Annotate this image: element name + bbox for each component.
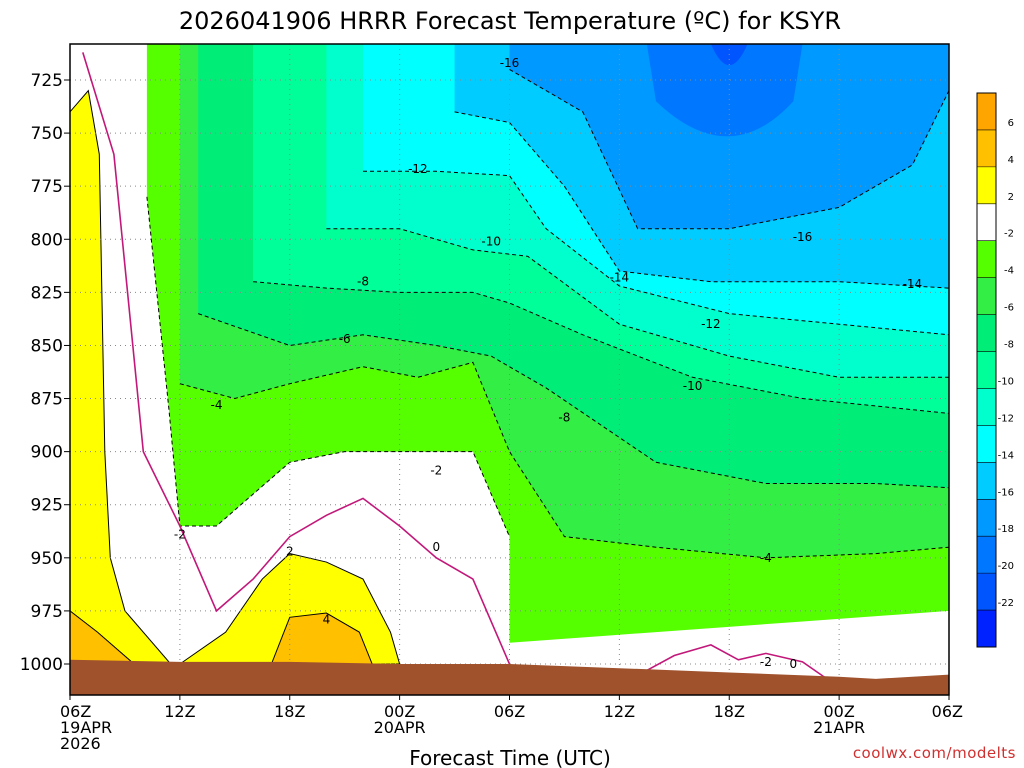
contour-labels: -2 -2 -4 -4 -6 -8 -8 -10 -10 -12 -12 -14 -14 -16 -16 2 4… (174, 56, 923, 671)
x-tick-label: 20APR (374, 718, 426, 737)
contour-label: -16 (793, 230, 813, 244)
y-tick-label: 875 (31, 390, 63, 410)
colorbar-tick-label: -10 (998, 377, 1014, 388)
x-tick-label: 21APR (813, 718, 865, 737)
colorbar-tick-label: -6 (1004, 303, 1014, 314)
colorbar: 6 4 2 -2 -4 -6 -8 -10 -12 -14 -16 -18 -20 -22 (976, 92, 1014, 648)
colorbar-tick-label: 2 (1008, 192, 1014, 203)
contour-label: -16 (500, 56, 520, 70)
contour-label: 0 (789, 657, 797, 671)
x-tick-label: 06Z (494, 702, 525, 721)
contour-label: -2 (430, 464, 442, 478)
y-tick-label: 950 (31, 549, 63, 569)
x-tick-label: 12Z (604, 702, 635, 721)
y-tick-label: 750 (31, 124, 63, 144)
isotherm-m12 (363, 170, 949, 336)
x-tick-label: 06Z (932, 702, 963, 721)
zero-degree-line-late (646, 644, 831, 682)
colorbar-swatch (977, 499, 996, 537)
contour-label: -14 (610, 271, 630, 285)
y-tick-label: 925 (31, 496, 63, 516)
x-tick-label: 18Z (714, 702, 745, 721)
y-tick-label: 975 (31, 602, 63, 622)
colorbar-swatch (977, 462, 996, 500)
colorbar-swatch (977, 314, 996, 352)
x-tick-label: 00Z (823, 702, 854, 721)
colorbar-swatch (977, 166, 996, 205)
isotherm-m2 (146, 196, 510, 537)
band-m16 (509, 44, 949, 229)
isotherm-m8 (253, 281, 949, 414)
isotherm-m6 (198, 313, 949, 489)
contour-label: 0 (432, 540, 440, 554)
colorbar-tick-label: -4 (1004, 266, 1014, 277)
y-tick-label: 825 (31, 283, 63, 303)
colorbar-tick-label: -18 (998, 524, 1014, 535)
contour-label: -10 (683, 379, 703, 393)
colorbar-tick-label: -22 (998, 598, 1014, 609)
colorbar-tick-label: -20 (998, 561, 1014, 572)
colorbar-swatch (977, 351, 996, 389)
y-tick-label: 1000 (20, 655, 63, 675)
ground-terrain (70, 659, 949, 695)
y-tick-label: 775 (31, 177, 63, 197)
contour-label: -8 (558, 411, 570, 425)
colorbar-swatch (977, 93, 996, 131)
x-tick-label: 18Z (274, 702, 305, 721)
colorbar-swatch (977, 536, 996, 574)
contour-label: 4 (323, 612, 331, 626)
colorbar-swatch (977, 203, 996, 242)
x-tick-label: 2026 (60, 734, 101, 753)
colorbar-swatch (977, 129, 996, 168)
colorbar-swatch (977, 573, 996, 611)
colorbar-tick-label: -12 (998, 413, 1014, 424)
chart-title: 2026041906 HRRR Forecast Temperature (ºC… (179, 7, 841, 35)
y-axis: 725 750 775 800 825 850 875 900 925 950 975 1000 (20, 71, 70, 675)
x-tick-label: 06Z (60, 702, 91, 721)
contour-label: -10 (481, 234, 501, 248)
contour-label: -12 (408, 162, 428, 176)
colorbar-swatch (977, 388, 996, 426)
temperature-fill (70, 44, 949, 695)
colorbar-tick-label: -14 (998, 450, 1014, 461)
colorbar-swatch (977, 610, 996, 648)
isotherm-m16 (509, 68, 949, 230)
credit-link[interactable]: coolwx.com/modelts (853, 744, 1016, 762)
y-tick-label: 725 (31, 71, 63, 91)
zero-degree-line (82, 52, 511, 665)
isotherm-m10 (326, 228, 949, 378)
isotherm-m4 (179, 361, 949, 559)
colorbar-tick-label: -2 (1004, 229, 1014, 240)
x-tick-label: 12Z (164, 702, 195, 721)
colorbar-swatch (977, 240, 996, 278)
contour-label: -6 (339, 332, 351, 346)
colorbar-tick-label: -16 (998, 487, 1014, 498)
colorbar-tick-label: -8 (1004, 340, 1014, 351)
y-tick-label: 850 (31, 336, 63, 356)
contour-label: -2 (174, 528, 186, 542)
y-tick-label: 900 (31, 443, 63, 463)
colorbar-tick-label: 6 (1008, 118, 1014, 129)
isotherm-m14 (454, 111, 949, 289)
x-tick-label: 00Z (384, 702, 415, 721)
colorbar-tick-label: 4 (1008, 155, 1014, 166)
contour-label: 2 (286, 544, 294, 558)
isotherms (82, 52, 949, 682)
contour-label: -12 (701, 317, 721, 331)
contour-label: -4 (211, 398, 223, 412)
band-m18 (646, 44, 803, 137)
contour-label: -8 (357, 275, 369, 289)
colorbar-swatch (977, 425, 996, 463)
colorbar-swatch (977, 277, 996, 315)
contour-label: -2 (760, 655, 772, 669)
y-tick-label: 800 (31, 230, 63, 250)
contour-label: -4 (760, 551, 772, 565)
ground (70, 659, 949, 695)
x-tick-label: 19APR (60, 718, 112, 737)
contour-label: -14 (903, 277, 923, 291)
colorbar-frame (976, 92, 997, 648)
x-axis-label: Forecast Time (UTC) (409, 746, 611, 768)
